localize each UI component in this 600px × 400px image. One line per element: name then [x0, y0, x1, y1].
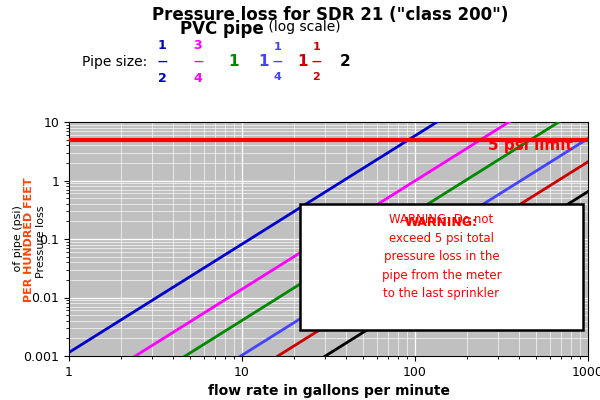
FancyBboxPatch shape: [300, 204, 583, 330]
Text: Pressure loss: Pressure loss: [36, 202, 46, 278]
Text: WARNING: Do not
exceed 5 psi total
pressure loss in the
pipe from the meter
to t: WARNING: Do not exceed 5 psi total press…: [382, 213, 501, 300]
Text: 2: 2: [340, 54, 350, 70]
X-axis label: flow rate in gallons per minute: flow rate in gallons per minute: [208, 384, 449, 398]
Text: 4: 4: [273, 72, 281, 82]
Text: Pressure loss for SDR 21 ("class 200"): Pressure loss for SDR 21 ("class 200"): [152, 6, 508, 24]
Text: —: —: [272, 57, 282, 67]
Text: 1: 1: [158, 39, 166, 52]
Text: —: —: [193, 57, 203, 67]
Text: 3: 3: [194, 39, 202, 52]
Text: PVC pipe: PVC pipe: [180, 20, 264, 38]
Text: 1: 1: [274, 42, 281, 52]
Text: 2: 2: [158, 72, 166, 85]
Text: 2: 2: [313, 72, 320, 82]
Text: WARNING:: WARNING:: [405, 216, 478, 228]
Text: 1: 1: [229, 54, 239, 70]
Text: 5 psi limit: 5 psi limit: [488, 138, 572, 153]
Text: 1: 1: [313, 42, 320, 52]
Text: (log scale): (log scale): [264, 20, 341, 34]
Text: of pipe (psi): of pipe (psi): [13, 205, 23, 275]
Text: —: —: [157, 57, 167, 67]
Text: 1: 1: [259, 54, 269, 70]
Text: 4: 4: [194, 72, 202, 85]
Text: Pipe size:: Pipe size:: [82, 55, 147, 69]
Text: PER HUNDRED FEET: PER HUNDRED FEET: [25, 178, 34, 302]
Text: 1: 1: [298, 54, 308, 70]
Text: —: —: [311, 57, 321, 67]
